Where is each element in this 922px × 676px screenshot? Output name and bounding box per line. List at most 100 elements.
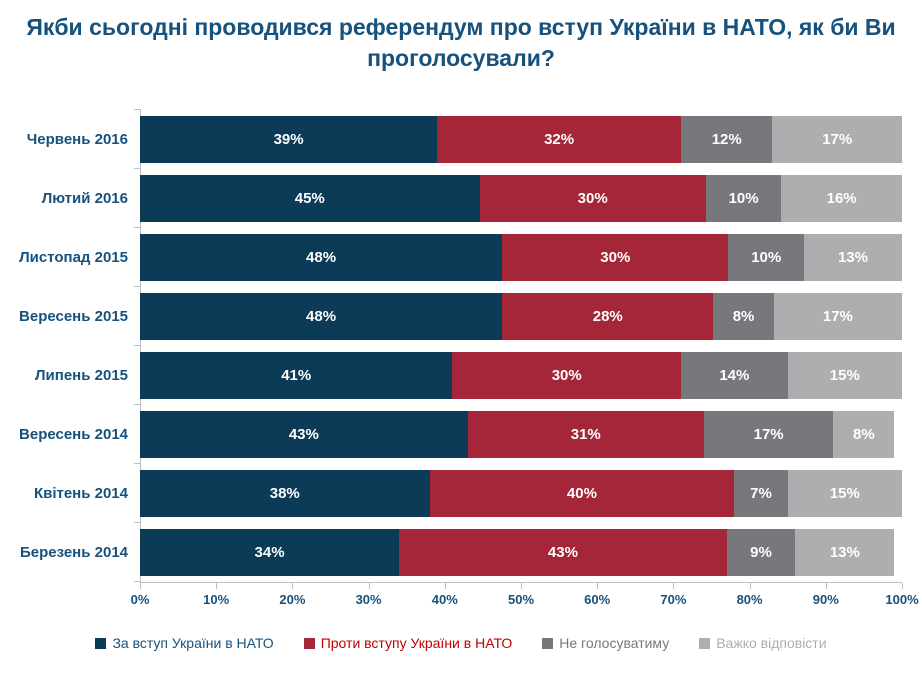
category-label: Березень 2014 [19,544,128,561]
bar-segment: 30% [479,175,706,222]
bar-value-label: 17% [753,426,784,443]
bar-track: 48% 30% 10% 13% [140,234,902,281]
bar-value-label: 30% [600,249,631,266]
legend-swatch-icon [699,637,711,649]
x-axis-tick-label: 10% [203,592,230,607]
bar-value-label: 30% [577,190,608,207]
chart-row: Березень 2014 34% 43% 9% 13% [0,522,922,582]
bar-value-label: 43% [547,544,578,561]
bar-segment: 15% [787,470,902,517]
legend-swatch-icon [542,637,554,649]
chart-row: Листопад 2015 48% 30% 10% 13% [0,227,922,287]
bar-segment: 17% [772,116,902,163]
y-axis-tick [134,404,141,405]
legend-swatch-icon [95,637,107,649]
bar-value-label: 12% [711,131,742,148]
chart-row: Червень 2016 39% 32% 12% 17% [0,109,922,169]
x-axis-tick-label: 20% [279,592,306,607]
chart-row: Вересень 2015 48% 28% 8% 17% [0,286,922,346]
legend-item: Важко відповісти [699,635,827,651]
y-axis-tick [134,286,141,287]
x-axis-tick-label: 50% [507,592,535,607]
bar-value-label: 28% [592,308,623,325]
bar-segment: 48% [140,293,503,340]
bar-segment: 43% [140,411,468,458]
bar-segment: 14% [681,352,788,399]
bar-value-label: 9% [750,544,772,561]
x-axis-tick [597,583,599,589]
bar-value-label: 17% [822,308,853,325]
legend-label: Не голосуватиму [559,635,670,651]
bar-value-label: 45% [294,190,325,207]
bar-segment: 32% [437,116,681,163]
bar-segment: 12% [681,116,773,163]
bar-segment: 48% [140,234,503,281]
bar-segment: 8% [713,293,774,340]
bar-segment: 38% [140,470,430,517]
bar-track: 48% 28% 8% 17% [140,293,902,340]
x-axis-tick [825,583,827,589]
legend-label: Проти вступу України в НАТО [320,635,513,651]
bar-segment: 9% [726,529,796,576]
bar-track: 39% 32% 12% 17% [140,116,902,163]
bar-value-label: 17% [822,131,853,148]
bar-value-label: 10% [728,190,759,207]
bar-track: 43% 31% 17% 8% [140,411,902,458]
x-axis-tick [902,583,903,589]
bar-segment: 31% [467,411,704,458]
y-axis-tick [134,463,141,464]
bar-value-label: 40% [566,485,597,502]
bar-track: 38% 40% 7% 15% [140,470,902,517]
y-axis-line [140,110,141,582]
bar-value-label: 15% [829,485,860,502]
chart-row: Лютий 2016 45% 30% 10% 16% [0,168,922,228]
bar-segment: 7% [734,470,788,517]
bar-value-label: 34% [254,544,285,561]
x-axis-tick-label: 60% [584,592,611,607]
category-label: Листопад 2015 [19,249,128,266]
bar-value-label: 39% [273,131,304,148]
bar-value-label: 41% [281,367,312,384]
legend-label: За вступ України в НАТО [112,635,274,651]
bar-value-label: 16% [826,190,857,207]
stacked-bar-chart: Червень 2016 39% 32% 12% 17% Лютий 2016 45% 30%… [0,109,922,651]
bar-value-label: 30% [551,367,582,384]
x-axis-tick [292,583,294,589]
y-axis-tick [134,168,141,169]
x-axis-tick-label: 90% [812,592,839,607]
chart-row: Квітень 2014 38% 40% 7% 15% [0,463,922,523]
bar-segment: 40% [429,470,735,517]
bar-value-label: 43% [288,426,319,443]
bar-segment: 30% [452,352,681,399]
legend-swatch-icon [303,637,315,649]
category-label: Липень 2015 [35,367,128,384]
bar-value-label: 7% [750,485,772,502]
y-axis-tick [134,345,141,346]
bar-value-label: 14% [719,367,750,384]
category-label: Вересень 2014 [19,426,128,443]
x-axis-tick-label: 0% [130,592,150,607]
bar-segment: 30% [502,234,729,281]
x-axis-tick [140,583,141,589]
bar-track: 34% 43% 9% 13% [140,529,902,576]
chart-title: Якби сьогодні проводився референдум про … [26,14,896,71]
bar-segment: 43% [399,529,727,576]
x-axis-tick [368,583,370,589]
bar-segment: 8% [833,411,895,458]
bar-value-label: 8% [732,308,755,325]
x-axis-tick-label: 100% [885,592,919,607]
legend: За вступ України в НАТО Проти вступу Укра… [0,635,922,651]
bar-value-label: 15% [829,367,860,384]
bar-segment: 16% [781,175,902,222]
y-axis-tick [134,109,141,110]
bar-value-label: 13% [837,249,868,266]
y-axis-tick [134,227,141,228]
bar-segment: 34% [140,529,400,576]
legend-item: Не голосуватиму [542,635,669,651]
category-label: Квітень 2014 [33,485,128,502]
bar-value-label: 32% [544,131,575,148]
y-axis-tick [134,581,141,582]
bar-segment: 41% [140,352,453,399]
x-axis-tick [521,583,522,589]
